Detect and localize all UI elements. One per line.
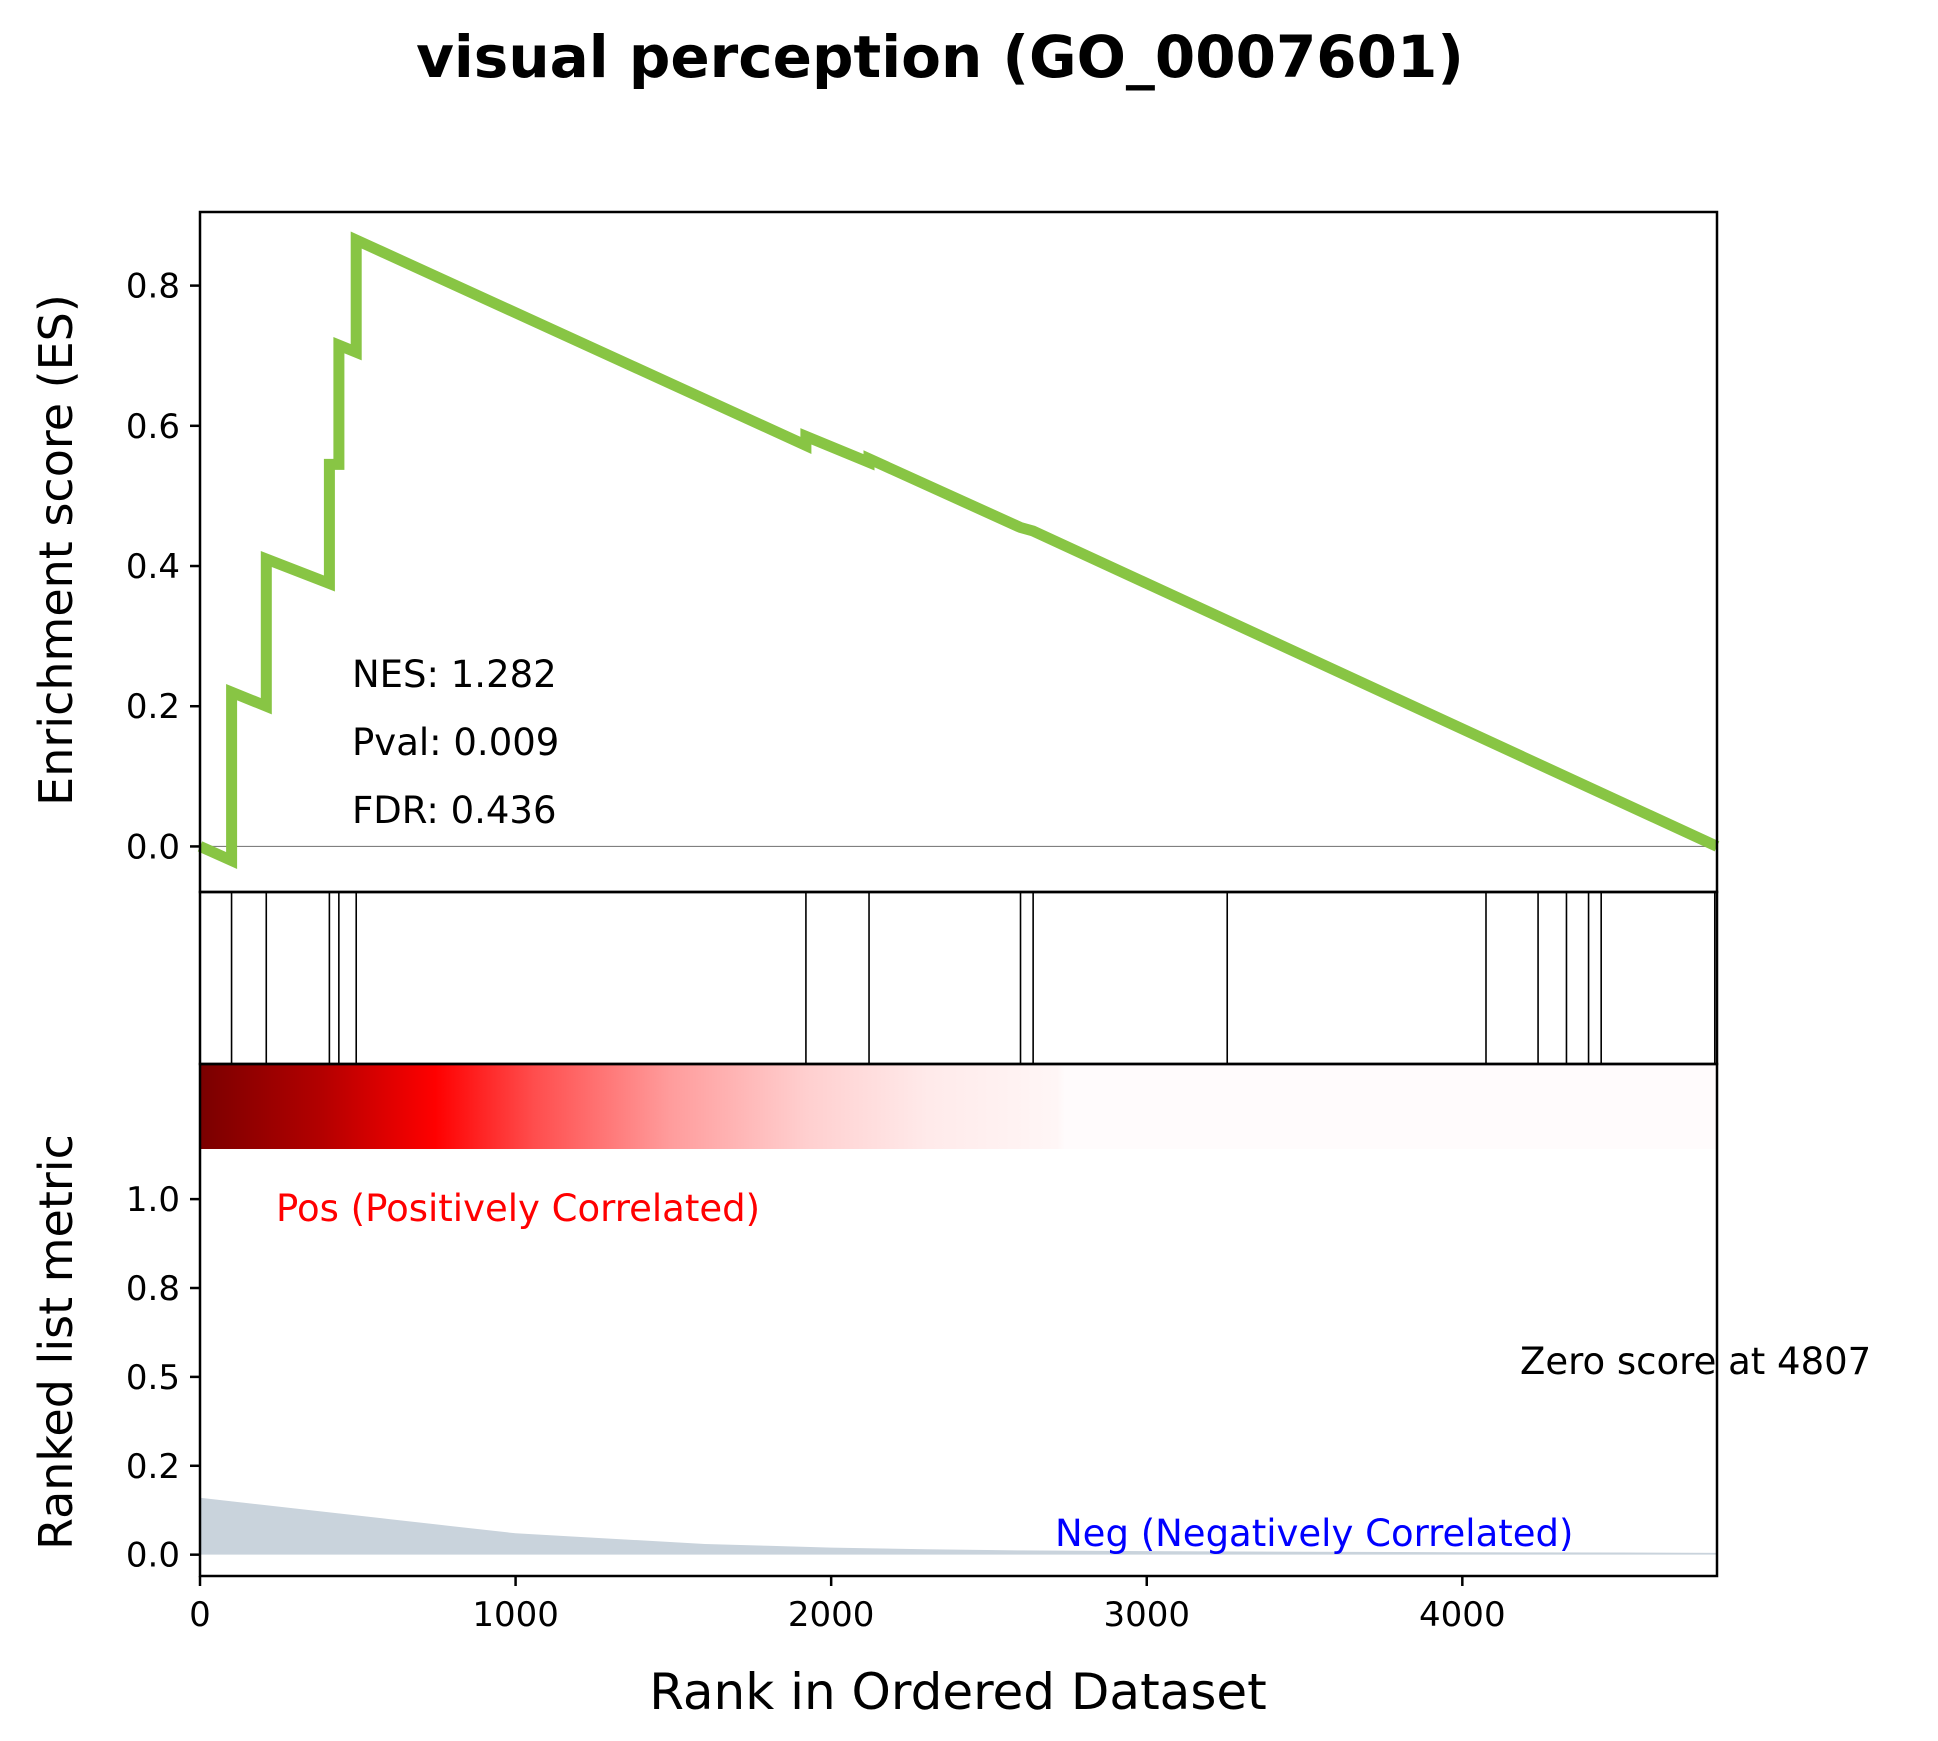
x-tick-label: 1000 (472, 1595, 559, 1635)
ranked-y-tick-label: 0.2 (126, 1447, 180, 1487)
pval-annotation: Pval: 0.009 (352, 721, 559, 764)
zero-score-label: Zero score at 4807 (1520, 1340, 1871, 1383)
chart-title: visual perception (GO_0007601) (416, 23, 1464, 91)
es-y-tick-label: 0.8 (126, 267, 180, 307)
nes-annotation: NES: 1.282 (352, 653, 557, 696)
ranked-y-tick-label: 0.5 (126, 1358, 180, 1398)
ranked-y-tick-label: 1.0 (126, 1180, 180, 1220)
gene-hits-panel (230, 892, 1716, 1064)
ranked-panel: 0.0 0.2 0.5 0.8 1.0 0 1000 2000 3000 4000 Pos (P… (29, 1064, 1871, 1721)
ranked-y-tick-label: 0.8 (126, 1269, 180, 1309)
x-tick-label: 4000 (1419, 1595, 1506, 1635)
ranked-y-ticks: 0.0 0.2 0.5 0.8 1.0 (126, 1180, 200, 1576)
x-tick-label: 0 (189, 1595, 211, 1635)
fdr-annotation: FDR: 0.436 (352, 789, 557, 832)
rank-color-bar (200, 1064, 1717, 1149)
es-y-axis-label: Enrichment score (ES) (29, 294, 83, 806)
es-curve (197, 231, 1720, 869)
x-tick-label: 3000 (1103, 1595, 1190, 1635)
x-axis-label: Rank in Ordered Dataset (649, 1663, 1266, 1721)
neg-label: Neg (Negatively Correlated) (1055, 1512, 1573, 1555)
ranked-metric-area (200, 1497, 1717, 1555)
es-y-tick-label: 0.0 (126, 827, 180, 867)
es-y-tick-label: 0.4 (126, 547, 180, 587)
es-y-tick-label: 0.2 (126, 687, 180, 727)
es-y-ticks: 0.0 0.2 0.4 0.6 0.8 (126, 267, 200, 867)
pos-label: Pos (Positively Correlated) (276, 1187, 760, 1230)
x-tick-label: 2000 (788, 1595, 875, 1635)
ranked-frame (198, 1062, 1719, 1578)
es-panel: 0.0 0.2 0.4 0.6 0.8 Enrichment score (ES) NE… (29, 231, 1720, 869)
x-axis-ticks: 0 1000 2000 3000 4000 (189, 1576, 1506, 1635)
es-y-tick-label: 0.6 (126, 407, 180, 447)
ranked-y-axis-label: Ranked list metric (29, 1134, 83, 1550)
ranked-y-tick-label: 0.0 (126, 1536, 180, 1576)
hits-frame (198, 890, 1719, 1066)
